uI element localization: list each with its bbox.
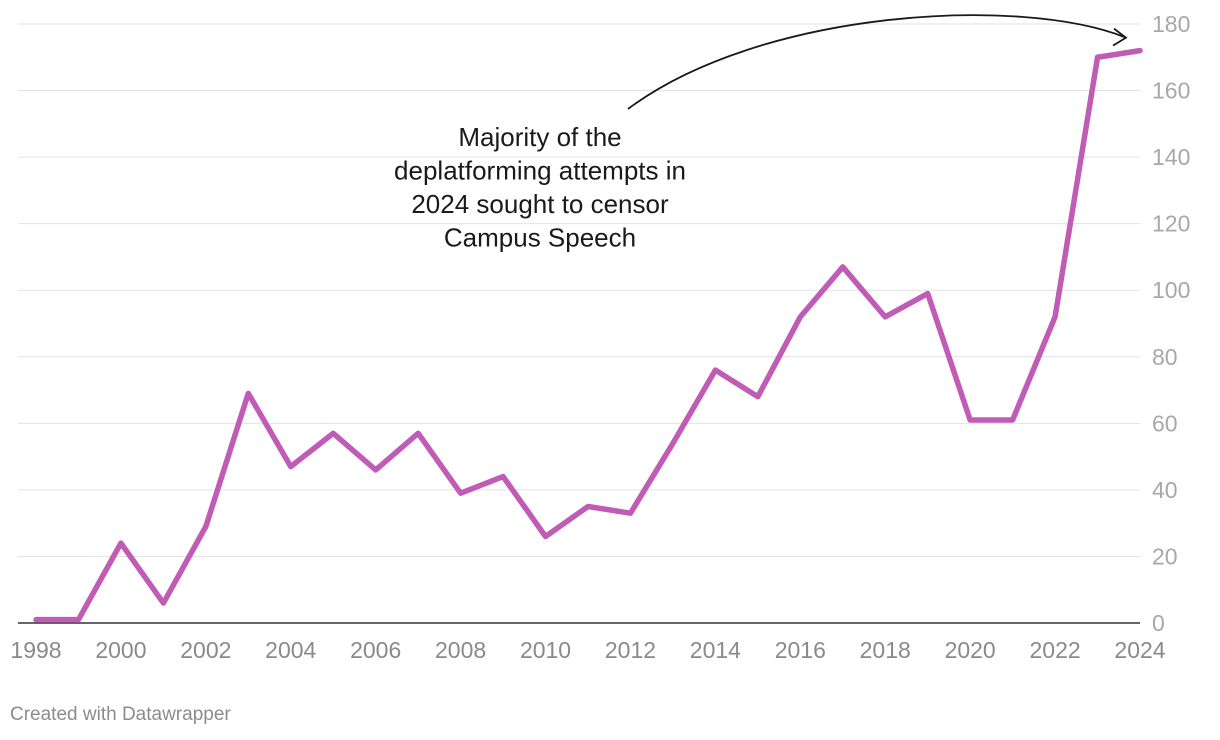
credit-text[interactable]: Created with Datawrapper	[10, 704, 231, 725]
data-point[interactable]	[712, 367, 718, 373]
x-tick-label: 2014	[690, 637, 741, 663]
x-tick-label: 2010	[520, 637, 571, 663]
y-tick-label: 160	[1152, 78, 1190, 104]
data-point[interactable]	[203, 523, 209, 529]
data-point[interactable]	[840, 264, 846, 270]
data-point[interactable]	[925, 291, 931, 297]
data-point[interactable]	[160, 600, 166, 606]
data-point[interactable]	[585, 504, 591, 510]
data-point[interactable]	[330, 430, 336, 436]
annotation-arrow	[627, 14, 1127, 110]
data-point[interactable]	[967, 417, 973, 423]
data-point[interactable]	[458, 490, 464, 496]
y-tick-label: 180	[1152, 11, 1190, 37]
x-tick-label: 2006	[350, 637, 401, 663]
annotation-text-line: deplatforming attempts in	[394, 156, 686, 186]
y-tick-label: 20	[1152, 543, 1178, 569]
data-point[interactable]	[373, 467, 379, 473]
x-tick-label: 2024	[1114, 637, 1165, 663]
x-tick-label: 2002	[180, 637, 231, 663]
series-layer	[33, 47, 1143, 623]
annotation-text-line: Campus Speech	[444, 223, 636, 253]
data-point[interactable]	[543, 533, 549, 539]
data-point[interactable]	[882, 314, 888, 320]
annotation: Majority of the deplatforming attempts in…	[394, 14, 1128, 253]
data-point[interactable]	[33, 617, 39, 623]
x-tick-label: 2004	[265, 637, 316, 663]
data-point[interactable]	[1095, 54, 1101, 60]
x-tick-label: 2000	[95, 637, 146, 663]
x-axis-ticks: 1998 2000 2002 2004 2006 2008 2010 2012 2014 2016…	[10, 637, 1165, 663]
x-tick-label: 1998	[10, 637, 61, 663]
y-tick-label: 120	[1152, 211, 1190, 237]
annotation-text-line: Majority of the	[458, 122, 621, 152]
data-point[interactable]	[670, 440, 676, 446]
annotation-arrowhead	[1112, 27, 1128, 47]
y-tick-label: 40	[1152, 477, 1178, 503]
y-tick-label: 100	[1152, 277, 1190, 303]
y-tick-label: 60	[1152, 410, 1178, 436]
data-point[interactable]	[75, 617, 81, 623]
data-point[interactable]	[1137, 48, 1143, 54]
y-tick-label: 80	[1152, 344, 1178, 370]
data-point[interactable]	[118, 540, 124, 546]
y-tick-label: 0	[1152, 610, 1165, 636]
data-point[interactable]	[1010, 417, 1016, 423]
data-point[interactable]	[288, 464, 294, 470]
data-point[interactable]	[755, 394, 761, 400]
y-axis-ticks: 0 20 40 60 80 100 120 140 160 180	[1152, 11, 1190, 636]
x-tick-label: 2016	[775, 637, 826, 663]
x-tick-label: 2020	[945, 637, 996, 663]
gridlines	[18, 23, 1140, 624]
x-tick-label: 2022	[1029, 637, 1080, 663]
y-tick-label: 140	[1152, 144, 1190, 170]
x-tick-label: 2018	[860, 637, 911, 663]
data-point[interactable]	[500, 474, 506, 480]
data-point[interactable]	[797, 314, 803, 320]
annotation-text-line: 2024 sought to censor	[411, 189, 669, 219]
data-point[interactable]	[627, 510, 633, 516]
data-point[interactable]	[1052, 314, 1058, 320]
x-tick-label: 2008	[435, 637, 486, 663]
data-point[interactable]	[245, 390, 251, 396]
series-line[interactable]	[33, 47, 1143, 623]
x-tick-label: 2012	[605, 637, 656, 663]
data-point[interactable]	[415, 430, 421, 436]
